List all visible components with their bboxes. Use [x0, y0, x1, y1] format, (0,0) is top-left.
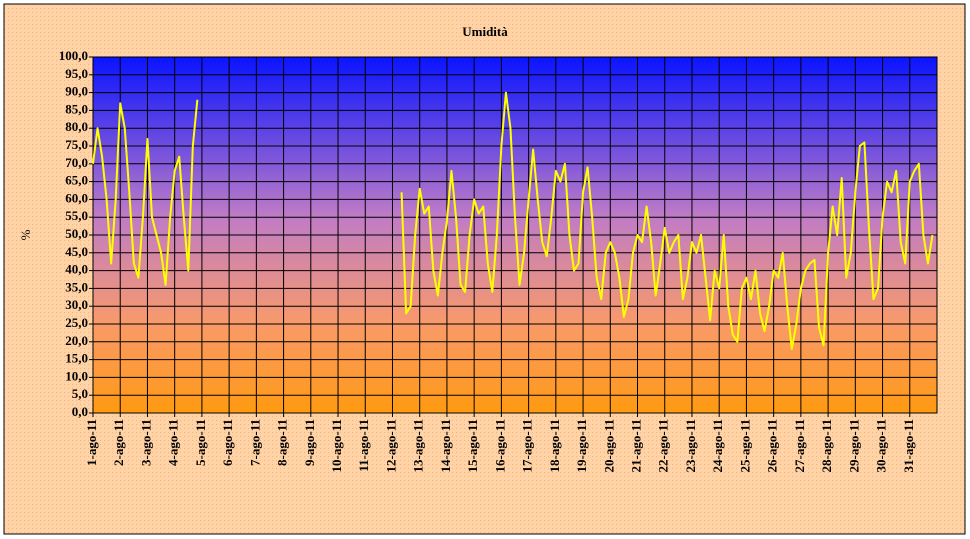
x-tick-label: 10-ago-11 — [329, 419, 344, 472]
y-tick-label: 90,0 — [65, 84, 88, 99]
x-tick-label: 29-ago-11 — [846, 419, 861, 472]
x-tick-label: 2-ago-11 — [111, 419, 126, 466]
y-tick-label: 40,0 — [65, 262, 88, 277]
y-tick-label: 100,0 — [59, 48, 88, 63]
x-tick-label: 31-ago-11 — [901, 419, 916, 472]
y-tick-label: 15,0 — [65, 351, 88, 366]
x-tick-label: 9-ago-11 — [302, 419, 317, 466]
y-tick-label: 55,0 — [65, 208, 88, 223]
y-tick-label: 45,0 — [65, 244, 88, 259]
x-tick-label: 20-ago-11 — [601, 419, 616, 472]
x-tick-label: 12-ago-11 — [383, 419, 398, 472]
x-tick-label: 18-ago-11 — [547, 419, 562, 472]
plot-border — [92, 56, 938, 414]
y-tick-label: 35,0 — [65, 279, 88, 294]
x-tick-label: 22-ago-11 — [656, 419, 671, 472]
x-tick-label: 23-ago-11 — [683, 419, 698, 472]
x-tick-label: 17-ago-11 — [520, 419, 535, 472]
x-tick-label: 7-ago-11 — [247, 419, 262, 466]
y-tick-label: 75,0 — [65, 137, 88, 152]
y-tick-label: 80,0 — [65, 119, 88, 134]
x-tick-label: 15-ago-11 — [465, 419, 480, 472]
x-tick-label: 21-ago-11 — [629, 419, 644, 472]
chart-title: Umidità — [462, 24, 508, 39]
x-tick-label: 25-ago-11 — [737, 419, 752, 472]
x-tick-label: 28-ago-11 — [819, 419, 834, 472]
y-tick-label: 85,0 — [65, 101, 88, 116]
y-tick-label: 65,0 — [65, 173, 88, 188]
y-tick-label: 0,0 — [72, 404, 88, 419]
y-tick-label: 25,0 — [65, 315, 88, 330]
x-tick-label: 5-ago-11 — [193, 419, 208, 466]
y-tick-label: 95,0 — [65, 66, 88, 81]
data-line — [92, 91, 934, 350]
y-tick-label: 50,0 — [65, 226, 88, 241]
x-tick-label: 26-ago-11 — [765, 419, 780, 472]
x-tick-label: 16-ago-11 — [492, 419, 507, 472]
x-tick-label: 4-ago-11 — [166, 419, 181, 466]
x-tick-label: 27-ago-11 — [792, 419, 807, 472]
x-tick-label: 14-ago-11 — [438, 419, 453, 472]
y-tick-label: 70,0 — [65, 155, 88, 170]
y-axis-label: % — [18, 229, 33, 240]
x-tick-label: 19-ago-11 — [574, 419, 589, 472]
y-tick-label: 20,0 — [65, 333, 88, 348]
x-tick-label: 30-ago-11 — [874, 419, 889, 472]
x-tick-label: 13-ago-11 — [411, 419, 426, 472]
x-tick-label: 1-ago-11 — [84, 419, 99, 466]
y-tick-label: 30,0 — [65, 297, 88, 312]
x-tick-label: 6-ago-11 — [220, 419, 235, 466]
y-tick-label: 5,0 — [72, 386, 88, 401]
y-tick-label: 10,0 — [65, 368, 88, 383]
x-tick-label: 8-ago-11 — [275, 419, 290, 466]
y-tick-label: 60,0 — [65, 190, 88, 205]
x-tick-label: 11-ago-11 — [356, 419, 371, 472]
x-tick-label: 24-ago-11 — [710, 419, 725, 472]
x-tick-label: 3-ago-11 — [138, 419, 153, 466]
